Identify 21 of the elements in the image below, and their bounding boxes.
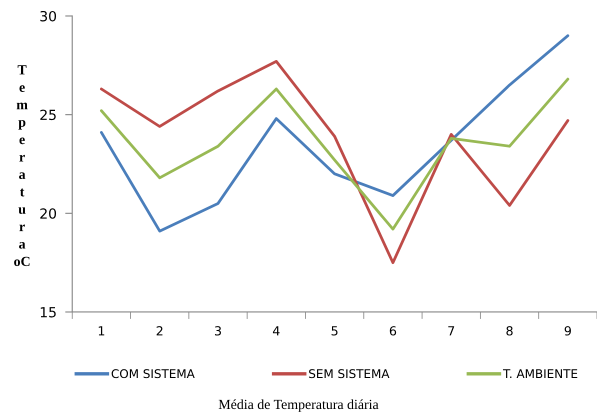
x-tick-label: 6: [390, 326, 396, 336]
line-series: [100, 60, 570, 264]
x-tick-label: 8: [506, 326, 513, 336]
x-axis-title: Média de Temperatura diária: [218, 399, 378, 412]
y-tick-label: 30: [40, 10, 56, 22]
line-series: [100, 78, 570, 230]
x-tick-label: 5: [332, 326, 338, 336]
y-tick-label: 15: [40, 307, 56, 318]
y-tick-label: 25: [40, 110, 56, 120]
x-tick-label: 1: [98, 326, 104, 336]
x-tick-label: 4: [272, 326, 280, 336]
legend-label: COM SISTEMA: [112, 369, 195, 378]
x-tick-label: 3: [214, 326, 221, 336]
legend-label: T. AMBIENTE: [502, 369, 578, 378]
x-tick-label: 9: [564, 326, 571, 336]
x-tick-label: 7: [448, 326, 454, 336]
y-tick-label: 20: [40, 208, 56, 219]
text: Temperatura oC: [14, 65, 30, 266]
x-tick-label: 2: [156, 326, 162, 336]
legend-label: SEM SISTEMA: [309, 369, 390, 378]
line-series: [100, 34, 570, 232]
